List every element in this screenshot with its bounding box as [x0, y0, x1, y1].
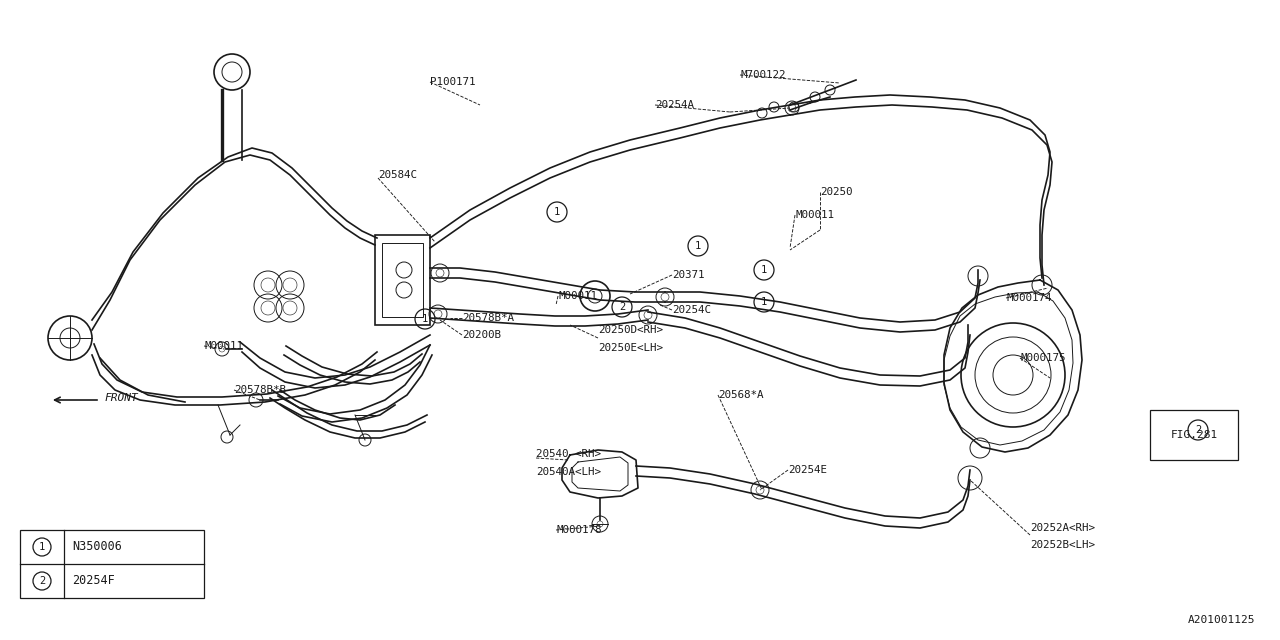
Bar: [375, 235, 430, 325]
Bar: [1149, 410, 1238, 460]
Text: 20568*A: 20568*A: [718, 390, 763, 400]
Text: 20250: 20250: [820, 187, 852, 197]
Text: 20252B<LH>: 20252B<LH>: [1030, 540, 1094, 550]
Text: M00011: M00011: [795, 210, 835, 220]
Text: 20584C: 20584C: [378, 170, 417, 180]
Bar: [381, 243, 422, 317]
Text: FRONT: FRONT: [104, 393, 138, 403]
Text: 20254E: 20254E: [788, 465, 827, 475]
Text: 20540 <RH>: 20540 <RH>: [536, 449, 602, 459]
Text: 20254F: 20254F: [72, 575, 115, 588]
Text: A201001125: A201001125: [1188, 615, 1254, 625]
Text: M000174: M000174: [1006, 293, 1051, 303]
Text: 20540A<LH>: 20540A<LH>: [536, 467, 602, 477]
Text: 1: 1: [760, 265, 767, 275]
Bar: [20, 530, 204, 598]
Text: N350006: N350006: [72, 541, 122, 554]
Text: 20250D<RH>: 20250D<RH>: [598, 325, 663, 335]
Text: 20254C: 20254C: [672, 305, 710, 315]
Text: FIG.281: FIG.281: [1170, 430, 1217, 440]
Text: 20200B: 20200B: [462, 330, 500, 340]
Text: 1: 1: [760, 297, 767, 307]
Text: 2: 2: [618, 302, 625, 312]
Text: 20252A<RH>: 20252A<RH>: [1030, 523, 1094, 533]
Text: 1: 1: [422, 314, 428, 324]
Text: 2: 2: [1194, 425, 1201, 435]
Text: M700122: M700122: [740, 70, 786, 80]
Text: M00011: M00011: [558, 291, 596, 301]
Text: 20578B*A: 20578B*A: [462, 313, 515, 323]
Text: M000175: M000175: [1020, 353, 1065, 363]
Text: 20371: 20371: [672, 270, 704, 280]
Text: 1: 1: [695, 241, 701, 251]
Text: 20578B*B: 20578B*B: [234, 385, 285, 395]
Text: 20254A: 20254A: [655, 100, 694, 110]
Text: 1: 1: [38, 542, 45, 552]
Text: 1: 1: [554, 207, 561, 217]
Text: M000178: M000178: [556, 525, 602, 535]
Text: M00011: M00011: [204, 341, 243, 351]
Text: 20250E<LH>: 20250E<LH>: [598, 343, 663, 353]
Text: 2: 2: [38, 576, 45, 586]
Text: P100171: P100171: [430, 77, 475, 87]
